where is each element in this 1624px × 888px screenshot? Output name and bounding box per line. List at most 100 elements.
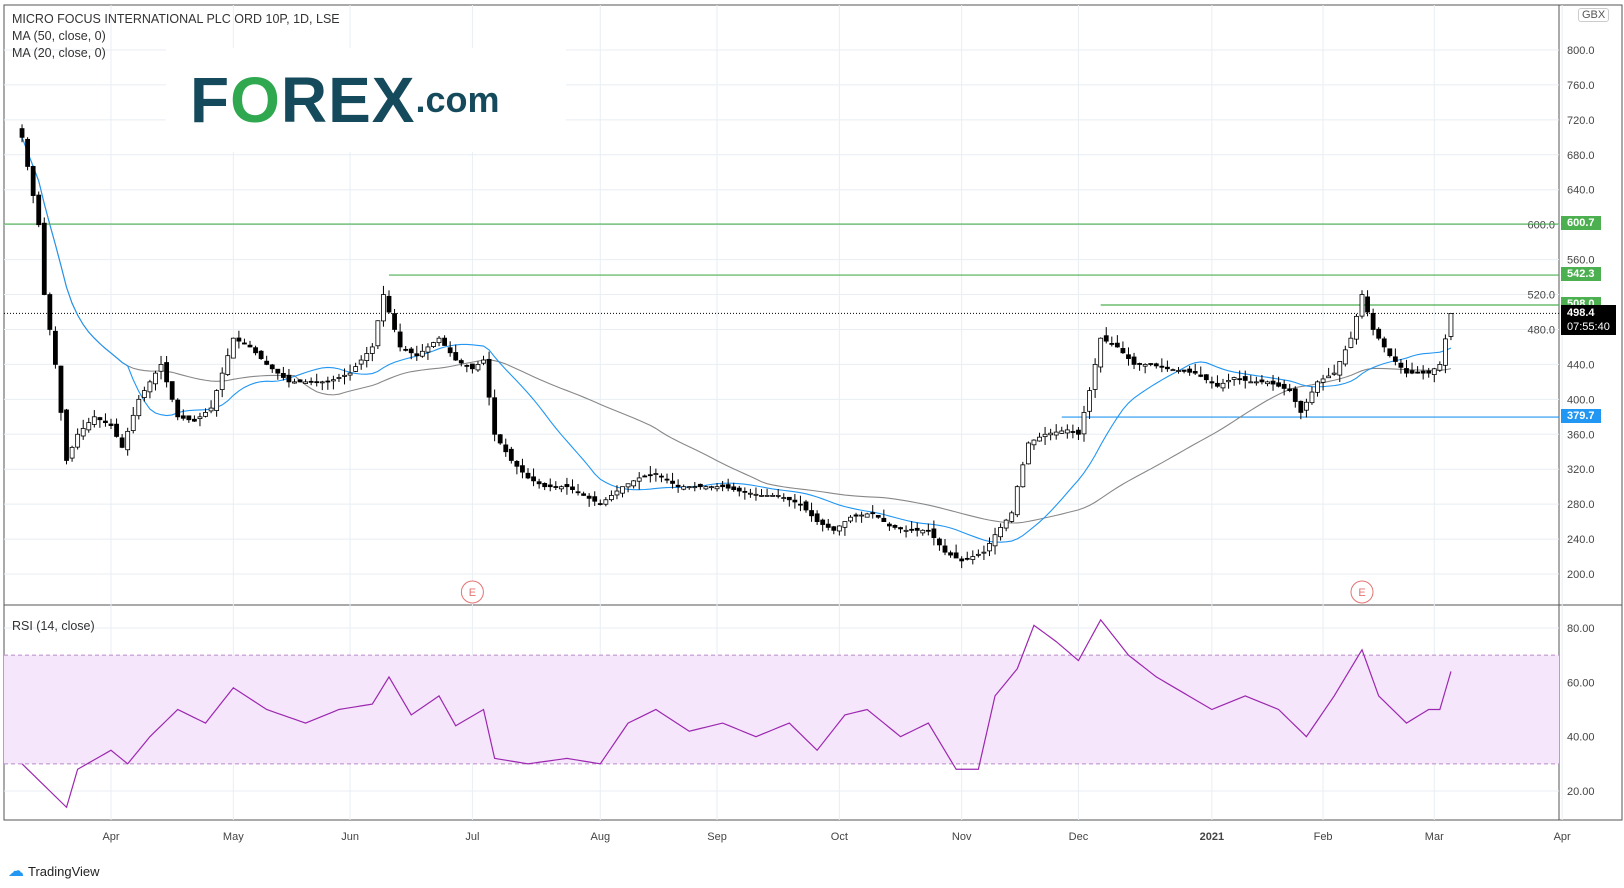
- candle: [381, 294, 386, 322]
- candle: [230, 337, 236, 359]
- candle: [1098, 337, 1104, 368]
- candle: [203, 412, 208, 417]
- candle: [1448, 312, 1454, 337]
- candle: [603, 499, 609, 505]
- candle: [959, 558, 965, 562]
- candle: [1376, 328, 1382, 339]
- candle: [1020, 464, 1026, 488]
- candle: [1359, 294, 1365, 317]
- candle: [19, 128, 25, 138]
- candle: [742, 490, 748, 493]
- candle: [875, 515, 881, 518]
- currency-label[interactable]: GBX: [1578, 8, 1610, 22]
- earnings-marker-label: E: [1358, 587, 1365, 599]
- candle: [286, 374, 292, 383]
- candle: [169, 381, 175, 400]
- candle: [1142, 363, 1148, 367]
- candle: [208, 407, 214, 412]
- candle: [242, 342, 247, 345]
- candle: [759, 494, 764, 497]
- candle: [1076, 429, 1081, 435]
- candle: [1203, 374, 1209, 381]
- last-price-tag: 498.4 07:55:40: [1561, 305, 1616, 336]
- candle: [219, 372, 225, 390]
- time-tick-label: May: [223, 831, 244, 843]
- candle: [392, 313, 397, 330]
- candle: [620, 486, 625, 494]
- earnings-marker: [460, 580, 484, 604]
- candle: [1331, 372, 1337, 375]
- candle: [1443, 338, 1448, 366]
- candle: [859, 514, 864, 517]
- candle: [998, 527, 1003, 538]
- candle: [825, 523, 831, 528]
- candle: [1292, 388, 1298, 402]
- ma50-legend[interactable]: MA (50, close, 0): [12, 29, 106, 43]
- candle: [447, 347, 453, 354]
- candle: [358, 359, 364, 365]
- candle: [942, 545, 948, 553]
- candle: [581, 493, 586, 496]
- rsi-legend[interactable]: RSI (14, close): [12, 619, 95, 633]
- candle: [164, 362, 170, 383]
- candle: [1354, 315, 1359, 340]
- candle: [770, 494, 776, 497]
- candle: [1276, 382, 1281, 387]
- price-tick-label: 320.0: [1567, 464, 1595, 476]
- time-tick-label: Mar: [1425, 831, 1444, 843]
- candle: [1092, 363, 1098, 390]
- candle: [147, 381, 153, 393]
- price-tick-label: 360.0: [1567, 429, 1595, 441]
- candle: [664, 478, 670, 481]
- candle: [725, 484, 731, 489]
- price-level-tag: 379.7: [1561, 409, 1601, 424]
- candle: [592, 496, 598, 502]
- candle: [1298, 400, 1304, 413]
- candle: [1426, 370, 1432, 374]
- candle: [881, 517, 887, 523]
- tradingview-brand[interactable]: ☁ TradingView: [8, 863, 100, 880]
- candle: [36, 194, 42, 226]
- candle: [920, 529, 926, 534]
- candle: [631, 480, 637, 487]
- candle: [280, 372, 286, 378]
- candle: [703, 486, 709, 490]
- candle: [497, 434, 503, 444]
- price-tick-label: 400.0: [1567, 394, 1595, 406]
- time-tick-label: Aug: [590, 831, 610, 843]
- candle: [887, 523, 892, 527]
- candle: [1248, 381, 1254, 384]
- candle: [1304, 401, 1309, 411]
- candle: [214, 390, 220, 411]
- candle: [1415, 371, 1420, 374]
- candle: [442, 337, 448, 346]
- ma20-line: [21, 137, 1452, 543]
- candle: [892, 524, 898, 528]
- candle: [1176, 370, 1181, 372]
- candle: [225, 355, 231, 375]
- candle: [303, 381, 309, 384]
- time-tick-label: Oct: [831, 831, 848, 843]
- candle: [1342, 349, 1348, 365]
- candle: [47, 294, 53, 330]
- candle: [792, 499, 798, 503]
- candle: [1159, 365, 1165, 368]
- ma50-line: [21, 137, 1452, 524]
- candle: [692, 486, 698, 489]
- candle: [1126, 354, 1131, 359]
- candle: [564, 484, 570, 488]
- candle: [1120, 348, 1126, 354]
- candle: [1003, 519, 1009, 529]
- earnings-marker-label: E: [469, 587, 476, 599]
- candle: [130, 414, 136, 431]
- price-tick-label: 240.0: [1567, 534, 1595, 546]
- candle: [364, 353, 370, 362]
- candle: [1031, 439, 1037, 446]
- candle: [831, 526, 837, 531]
- candle: [898, 527, 903, 530]
- candle: [119, 437, 125, 448]
- price-tick-label: 600.0: [1527, 220, 1555, 232]
- price-tick-label: 760.0: [1567, 80, 1595, 92]
- candle: [609, 494, 614, 501]
